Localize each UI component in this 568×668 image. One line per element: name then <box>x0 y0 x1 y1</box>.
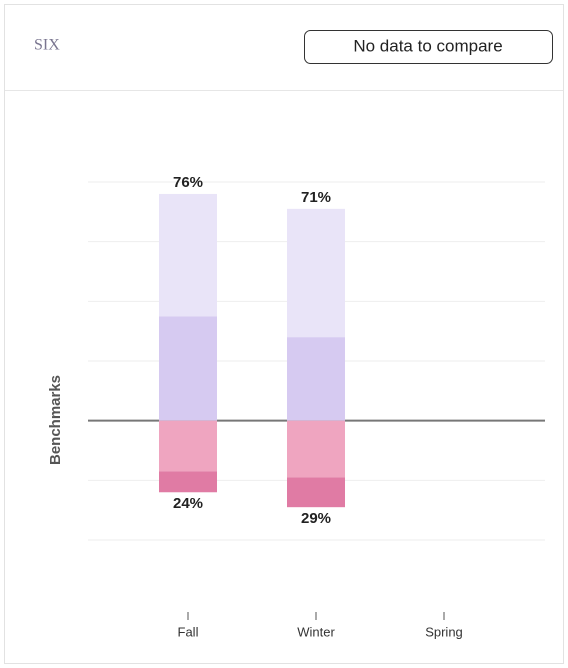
compare-button[interactable] <box>304 30 553 64</box>
bar-segment <box>159 193 217 317</box>
bar-segment <box>287 420 345 478</box>
bar-segment <box>159 420 217 472</box>
x-tick-label: Fall <box>178 624 199 639</box>
total-label: 76% <box>173 174 203 191</box>
y-axis-label: Benchmarks <box>47 375 64 465</box>
total-label: 71% <box>301 189 331 206</box>
bar-segment <box>159 316 217 421</box>
compare-button-label[interactable]: No data to compare <box>353 36 502 55</box>
x-tick-label: Winter <box>297 624 335 639</box>
header-title: SIX <box>34 37 60 54</box>
bar-segment <box>159 471 217 493</box>
card-border <box>4 4 564 664</box>
total-label: 29% <box>301 510 331 527</box>
bar-segment <box>287 337 345 421</box>
bar-segment <box>287 477 345 508</box>
bar-segment <box>287 208 345 338</box>
x-tick-label: Spring <box>425 624 463 639</box>
total-label: 24% <box>173 495 203 512</box>
